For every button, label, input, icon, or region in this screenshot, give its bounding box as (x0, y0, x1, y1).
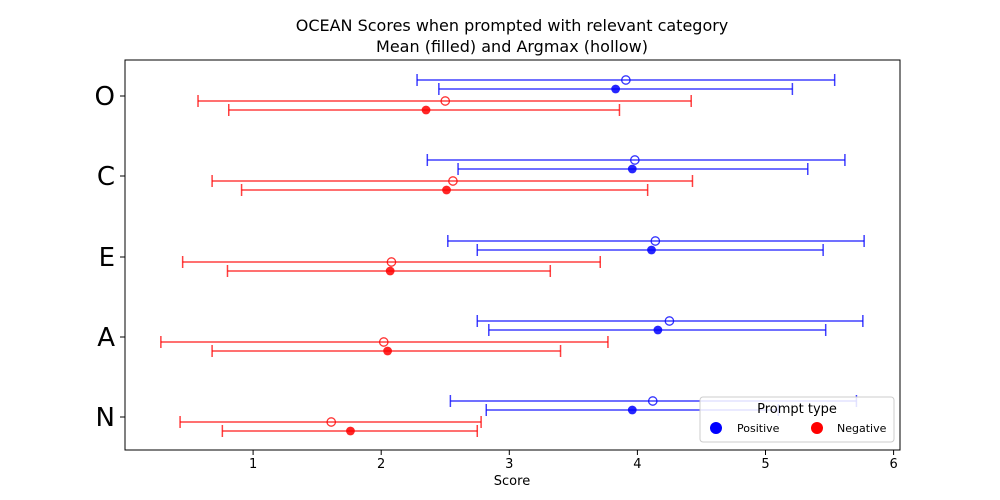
chart-axes: 1 2 3 4 5 6 O C E A N (95, 82, 898, 472)
point-mean-positive-C (627, 164, 637, 174)
errorbar-argmax-negative-N (179, 416, 482, 428)
point-argmax-positive-C (629, 155, 640, 165)
point-argmax-negative-C (448, 176, 458, 186)
errorbar-argmax-positive-E (447, 235, 865, 247)
x-tick-label-4: 4 (633, 457, 641, 472)
legend-label-negative: Negative (837, 422, 887, 435)
errorbar-argmax-positive-A (476, 315, 864, 327)
errorbar-argmax-negative-E (181, 256, 601, 268)
y-tick-label-O: O (95, 82, 115, 112)
plot-area-frame (124, 59, 901, 451)
legend: Prompt type Positive Negative (699, 396, 895, 443)
x-tick-label-2: 2 (377, 457, 385, 472)
errorbar-argmax-positive-O (416, 74, 836, 86)
legend-box (699, 396, 895, 443)
point-argmax-positive-E (650, 236, 661, 246)
legend-label-positive: Positive (737, 422, 780, 435)
errorbar-argmax-negative-C (211, 175, 694, 187)
point-mean-negative-E (385, 266, 395, 276)
point-mean-positive-N (627, 405, 637, 415)
point-argmax-negative-A (378, 337, 389, 347)
legend-title: Prompt type (757, 402, 837, 417)
legend-marker-negative (811, 422, 823, 434)
legend-marker-positive (710, 422, 722, 434)
y-tick-label-E: E (99, 243, 115, 273)
point-mean-negative-O (421, 105, 431, 115)
x-tick-label-5: 5 (761, 457, 769, 472)
chart-title-line1: OCEAN Scores when prompted with relevant… (296, 16, 729, 35)
point-argmax-negative-O (440, 96, 451, 106)
chart-title-line2: Mean (filled) and Argmax (hollow) (376, 37, 648, 56)
errorbar-argmax-positive-C (426, 154, 846, 166)
point-mean-positive-O (611, 84, 621, 94)
point-mean-negative-C (442, 185, 451, 195)
x-axis-label: Score (494, 474, 530, 489)
point-argmax-positive-O (621, 75, 631, 85)
point-argmax-negative-N (326, 417, 337, 427)
x-tick-label-3: 3 (505, 457, 513, 472)
point-argmax-positive-N (647, 396, 658, 406)
x-tick-label-1: 1 (249, 457, 257, 472)
y-tick-label-N: N (96, 403, 115, 433)
x-tick-label-6: 6 (889, 457, 897, 472)
point-argmax-negative-E (386, 257, 397, 267)
y-tick-label-A: A (97, 323, 115, 353)
point-mean-negative-N (346, 426, 355, 436)
chart-marks (160, 74, 865, 437)
point-mean-negative-A (383, 346, 393, 356)
point-argmax-positive-A (664, 316, 675, 326)
point-mean-positive-A (653, 325, 663, 335)
errorbar-argmax-negative-A (160, 336, 609, 348)
point-mean-positive-E (647, 245, 656, 255)
errorbar-argmax-negative-O (197, 95, 692, 107)
y-tick-label-C: C (97, 162, 115, 192)
